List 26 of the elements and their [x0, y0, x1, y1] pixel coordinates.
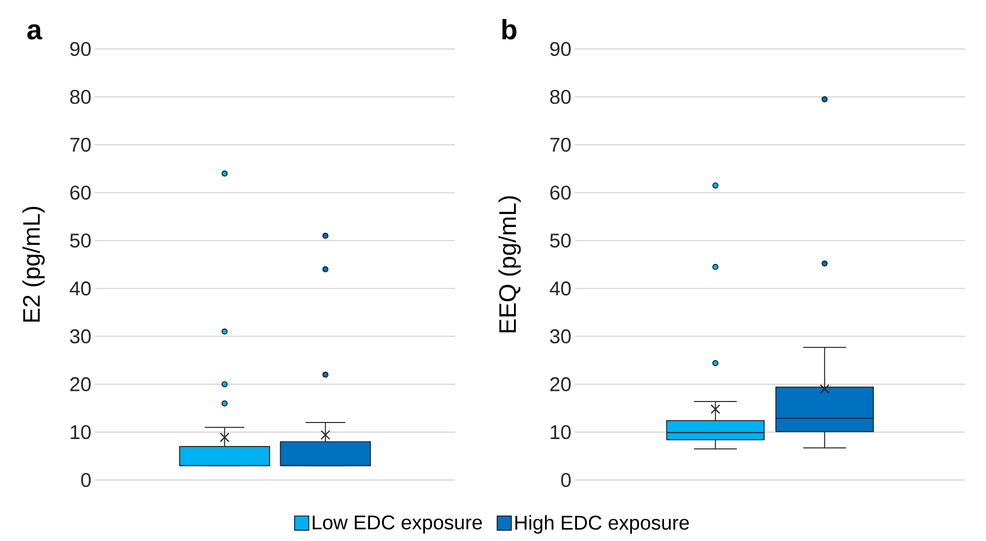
y-tick-label: 70 [70, 138, 91, 152]
y-tick-label: 80 [70, 90, 91, 104]
y-axis-title: EEQ (pg/mL) [498, 196, 521, 332]
legend-label: Low EDC exposure [312, 515, 482, 534]
y-tick-label: 80 [550, 90, 571, 104]
chart-title: b [502, 19, 516, 40]
y-tick-label: 0 [561, 472, 571, 488]
y-tick-label: 90 [70, 42, 91, 56]
legend-label: High EDC exposure [515, 515, 689, 534]
y-tick-label: 30 [550, 329, 571, 344]
y-tick-label: 50 [70, 234, 91, 248]
y-tick-label: 60 [550, 186, 571, 200]
chart-title: a [27, 24, 42, 40]
y-tick-label: 40 [70, 281, 91, 296]
y-tick-label: 0 [81, 472, 91, 488]
y-tick-label: 10 [70, 425, 91, 440]
y-tick-label: 10 [550, 425, 571, 440]
y-tick-label: 50 [550, 234, 571, 248]
y-tick-label: 20 [70, 377, 91, 392]
y-tick-label: 20 [550, 377, 571, 392]
y-tick-label: 40 [550, 281, 571, 296]
y-tick-label: 90 [550, 42, 571, 56]
y-tick-label: 70 [550, 138, 571, 152]
y-tick-label: 60 [70, 186, 91, 200]
y-axis-title: E2 (pg/mL) [22, 206, 45, 322]
y-tick-label: 30 [70, 329, 91, 344]
